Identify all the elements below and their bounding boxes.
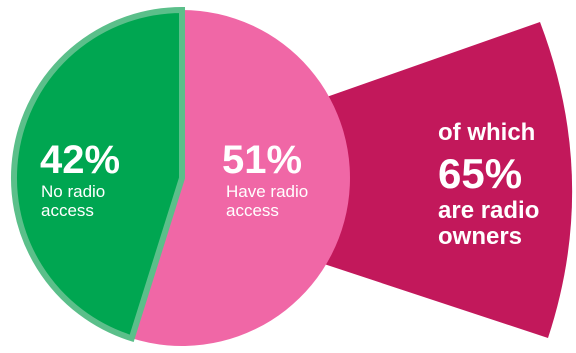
label-have-access-line1: Have radio xyxy=(226,182,308,201)
label-have-access-value: 51% xyxy=(222,138,302,182)
pie-slice-have-radio-access xyxy=(131,10,350,346)
label-breakout-value: 65% xyxy=(438,150,522,197)
label-breakout-line3: owners xyxy=(438,223,522,250)
breakout-wedge-radio-owners xyxy=(318,22,573,338)
pie-slice-no-radio-access xyxy=(10,6,185,343)
label-no-access-value: 42% xyxy=(40,138,120,182)
label-breakout-prefix: of which xyxy=(438,119,535,146)
label-no-access-line1: No radio xyxy=(41,182,105,201)
label-breakout-line2: are radio xyxy=(438,197,539,224)
label-no-access-line2: access xyxy=(41,201,94,220)
label-have-access-line2: access xyxy=(226,201,279,220)
